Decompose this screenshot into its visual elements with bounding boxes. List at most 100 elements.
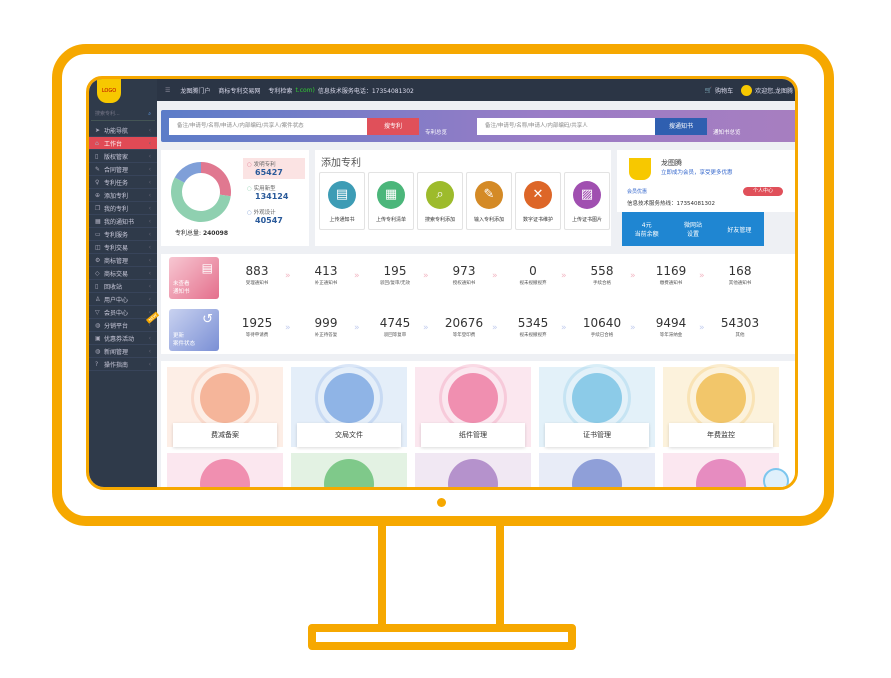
cart-link[interactable]: 购物车 [715,87,734,95]
stat-item[interactable]: 195 驳回/复审/无效 [365,264,425,286]
sidebar-item[interactable]: ▽ 会员中心 ‹ [89,306,157,319]
feature-icon [572,373,622,423]
tile-label: 上传专利清单 [375,217,406,223]
sidebar-item[interactable]: ◫ 专利交易 ‹ [89,241,157,254]
become-member-link[interactable]: 立即成为会员，享受更多优惠 [661,170,733,176]
feature-tile[interactable]: 费减备案 [167,367,283,447]
cart-icon[interactable]: 🛒 [704,86,713,94]
stat-item[interactable]: 883 受理通知书 [227,264,287,286]
patent-overview-link[interactable]: 专利总览 [425,130,448,136]
user-avatar[interactable] [741,84,753,96]
customer-service-avatar[interactable] [763,468,789,487]
stat-item[interactable]: 0 视未视撤视弃 [503,264,563,286]
feature-tile[interactable] [539,453,655,487]
stat-item[interactable]: 413 补正通知书 [296,264,356,286]
add-patent-tile[interactable]: ✕ 数字证书维护 [515,172,561,230]
domain-text: t.com) [295,86,315,94]
add-patent-tile[interactable]: ▦ 上传专利清单 [368,172,414,230]
personal-center-button[interactable]: 个人中心 [743,187,783,196]
search-notice-button[interactable]: 搜通知书 [655,118,707,135]
sidebar-item[interactable]: ◇ 商标交易 ‹ [89,267,157,280]
case-stats-row: 1925 等待申请费 » 999 补正待答复 » 4745 驳回等复审 » 20676 等年登印费 »… [227,306,795,350]
feature-tile[interactable]: 年费监控 [663,367,779,447]
tile-label: 输入专利添加 [473,217,504,223]
notice-overview-link[interactable]: 通知书总览 [713,130,741,136]
stat-item[interactable]: 5345 视未视撤视弃 [503,316,563,338]
search-icon[interactable]: ⌕ [148,111,151,117]
document-icon: ▤ [328,181,356,209]
microsite-item[interactable]: 微网站 设置 [684,220,702,238]
patent-search-input[interactable]: 备注/申请号/名称/申请人/内部编码/共享人/案件状态 [169,118,367,135]
trade-link[interactable]: 商标专利交易网 [218,87,261,95]
add-patent-tile[interactable]: ▤ 上传通知书 [319,172,365,230]
logo: LOGO [97,79,121,103]
balance-item[interactable]: 4元 当前余额 [635,220,659,238]
chevron-left-icon: ‹ [148,178,151,186]
sidebar-item[interactable]: ⊕ 添加专利 ‹ [89,189,157,202]
stat-item[interactable]: 973 授权通知书 [434,264,494,286]
chevron-left-icon: ‹ [148,217,151,225]
search-patent-button[interactable]: 搜专利 [367,118,419,135]
sidebar-item[interactable]: ▣ 优惠券活动 ‹ [89,332,157,345]
chevrons-right-icon: » [285,271,291,281]
sidebar-item[interactable]: ♙ 用户中心 ‹ [89,293,157,306]
sidebar-item[interactable]: ⚙ 商标管理 ‹ [89,254,157,267]
update-case-status-card[interactable]: ↺ 更新 案件状态 [169,309,219,351]
stat-item[interactable]: 54303 其他 [710,316,770,338]
notice-search-input[interactable]: 备注/申请号/名称/申请人/内部编码/共享人 [477,118,655,135]
stat-item[interactable]: 558 手续合格 [572,264,632,286]
tile-label: 数字证书维护 [522,217,553,223]
stat-item[interactable]: 168 其他通知书 [710,264,770,286]
feature-tile[interactable]: 证书管理 [539,367,655,447]
feature-tile[interactable] [291,453,407,487]
stat-label: 等年登印费 [452,333,476,338]
sidebar-item[interactable]: ▯ 版权管家 ‹ [89,150,157,163]
feature-tile[interactable] [415,453,531,487]
sidebar-item[interactable]: ▯ 回收站 ‹ [89,280,157,293]
stat-item[interactable]: 9494 等年滞纳金 [641,316,701,338]
sidebar-item[interactable]: ▭ 专利服务 ‹ [89,228,157,241]
feature-tile[interactable] [167,453,283,487]
stat-item[interactable]: 999 补正待答复 [296,316,356,338]
chevron-left-icon: ‹ [148,269,151,277]
stat-label: 授权通知书 [452,281,476,286]
add-patent-tile[interactable]: ⌕ 搜索专利添加 [417,172,463,230]
stat-item[interactable]: 20676 等年登印费 [434,316,494,338]
stat-item[interactable]: 10640 手续已合格 [572,316,632,338]
profile-panel: 龙图腾 立即成为会员，享受更多优惠 会员优惠 个人中心 信息技术服务热线：173… [617,150,795,212]
sidebar-item[interactable]: ✎ 合同管理 ‹ [89,163,157,176]
add-patent-tile[interactable]: ✎ 输入专利添加 [466,172,512,230]
sidebar-item-label: 工作台 [104,140,123,148]
patent-search-link[interactable]: 专利检索 [268,87,293,95]
portal-link[interactable]: 龙图腾门户 [180,87,211,95]
sidebar-item[interactable]: ➤ 功能导航 ‹ [89,124,157,137]
chevrons-right-icon: » [561,323,567,333]
sidebar-item[interactable]: ♀ 专利任务 ‹ [89,176,157,189]
unread-notices-card[interactable]: ▤ 未查看 通知书 [169,257,219,299]
sidebar-item[interactable]: ◍ 分销平台 ‹ NEW [89,311,160,332]
member-offers-link[interactable]: 会员优惠 [627,189,648,195]
stat-item[interactable]: 1169 缴费通知书 [641,264,701,286]
stat-value: 168 [728,264,752,278]
stat-item[interactable]: 1925 等待申请费 [227,316,287,338]
welcome-text[interactable]: 欢迎您,龙图腾 [755,87,793,95]
stat-item[interactable]: 4745 驳回等复审 [365,316,425,338]
sidebar-item[interactable]: ? 操作指南 ‹ [89,358,157,371]
stat-value: 413 [314,264,338,278]
stat-value: 558 [590,264,614,278]
sidebar-item[interactable]: ▦ 我的通知书 ‹ [89,215,157,228]
sidebar-item[interactable]: ⌂ 工作台 ‹ [89,137,157,150]
menu-toggle-icon[interactable]: ☰ [165,86,171,94]
sidebar-item[interactable]: ◍ 新闻管理 ‹ [89,345,157,358]
chevrons-right-icon: » [423,323,429,333]
sidebar-item[interactable]: ❐ 我的专利 ‹ [89,202,157,215]
donut-slice [174,162,201,183]
tile-label: 上传通知书 [329,217,355,223]
feature-tile[interactable] [663,453,779,487]
feature-tile[interactable]: 交局文件 [291,367,407,447]
add-patent-tile[interactable]: ▨ 上传证书图片 [564,172,610,230]
feature-tile[interactable]: 纸件管理 [415,367,531,447]
friends-management[interactable]: 好友管理 [727,226,752,234]
sidebar-item-label: 新闻管理 [104,348,129,356]
sidebar-search[interactable]: 搜索专利... ⌕ [91,107,155,121]
